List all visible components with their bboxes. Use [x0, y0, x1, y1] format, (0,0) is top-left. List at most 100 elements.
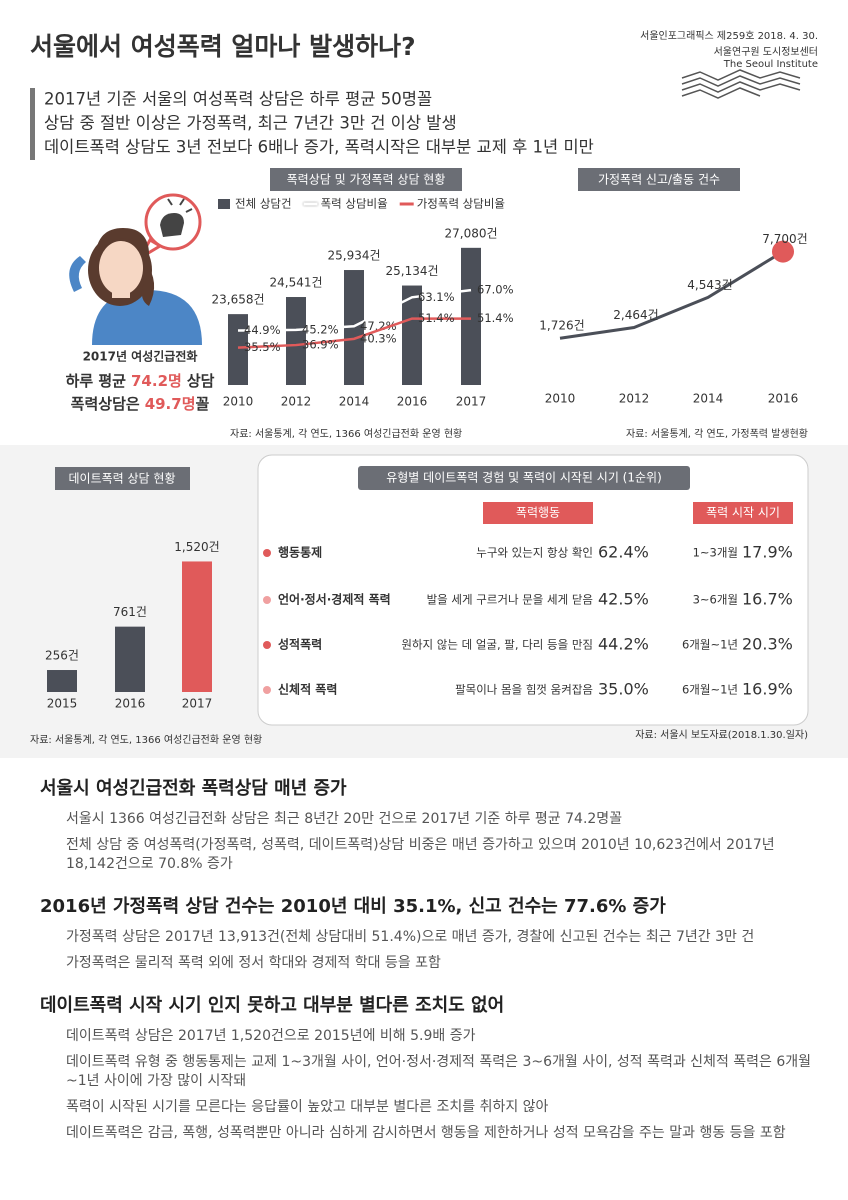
value-label: 47.2%	[360, 319, 397, 333]
hotline-text: 폭력상담은	[71, 395, 140, 413]
period-rate: 16.7%	[742, 590, 793, 609]
behavior: 원하지 않는 데 얼굴, 팔, 다리 등을 만짐	[401, 638, 593, 652]
section-item: 폭력이 시작된 시기를 모른다는 응답률이 높았고 대부분 별다른 조치를 취하…	[66, 1099, 549, 1115]
section-item: 데이트폭력 유형 중 행동통제는 교제 1~3개월 사이, 언어·정서·경제적 …	[66, 1054, 812, 1089]
value-label: 27,080건	[444, 226, 497, 240]
value-label: 44.9%	[244, 323, 281, 337]
line	[237, 317, 471, 349]
value-label: 761건	[113, 605, 147, 619]
value-label: 36.9%	[302, 338, 339, 352]
behavior: 누구와 있는지 항상 확인	[476, 546, 593, 560]
section-item: 전체 상담 중 여성폭력(가정폭력, 성폭력, 데이트폭력)상담 비중은 매년 …	[66, 837, 775, 872]
source: 자료: 서울통계, 각 연도, 1366 여성긴급전화 운영 현황	[30, 734, 262, 746]
issue: 서울인포그래픽스 제259호 2018. 4. 30.	[640, 30, 818, 42]
x-tick-label: 2017	[456, 395, 487, 409]
x-tick-label: 2014	[339, 395, 370, 409]
source: 자료: 서울시 보도자료(2018.1.30.일자)	[635, 729, 808, 741]
marker	[772, 240, 794, 263]
bar	[402, 285, 422, 385]
section-heading: 데이트폭력 시작 시기 인지 못하고 대부분 별다른 조치도 없어	[40, 995, 505, 1016]
bullet	[263, 549, 271, 557]
value-label: 25,934건	[327, 249, 380, 263]
line	[237, 288, 472, 332]
column-header-box	[693, 502, 793, 524]
section-item: 가정폭력은 물리적 폭력 외에 정서 학대와 경제적 학대 등을 포함	[66, 955, 441, 971]
x-tick-label: 2010	[223, 395, 254, 409]
value-label: 1,726건	[539, 319, 584, 333]
source: 자료: 서울통계, 각 연도, 1366 여성긴급전화 운영 현황	[230, 428, 462, 440]
section-heading: 2016년 가정폭력 상담 건수는 2010년 대비 35.1%, 신고 건수는…	[40, 896, 666, 917]
row-type: 행동통제	[278, 545, 322, 560]
value-label: 63.1%	[418, 290, 455, 304]
bar	[228, 314, 248, 385]
hotline-text: 꼴	[196, 395, 210, 413]
infographic: 서울에서 여성폭력 얼마나 발생하나? 서울인포그래픽스 제259호 2018.…	[0, 30, 848, 758]
row-type: 언어·정서·경제적 폭력	[278, 592, 391, 607]
value-label: 7,700건	[762, 232, 807, 246]
summary-line: 2017년 기준 서울의 여성폭력 상담은 하루 평균 50명꼴	[44, 90, 432, 109]
table-title: 유형별 데이트폭력 경험 및 폭력이 시작된 시기 (1순위)	[386, 471, 662, 485]
period-rate: 16.9%	[742, 680, 793, 699]
chart-title: 데이트폭력 상담 현황	[69, 472, 176, 486]
section-item: 데이트폭력은 감금, 폭행, 성폭력뿐만 아니라 심하게 감시하면서 행동을 제…	[66, 1125, 786, 1141]
chart-title: 폭력상담 및 가정폭력 상담 현황	[287, 173, 446, 187]
table-box	[257, 454, 809, 726]
hotline-line: 폭력상담은 49.7명꼴	[71, 395, 210, 413]
text-sections: 서울시 여성긴급전화 폭력상담 매년 증가 서울시 1366 여성긴급전화 상담은…	[40, 770, 815, 1161]
bar	[461, 247, 481, 385]
period: 3~6개월	[693, 593, 738, 607]
title-box	[578, 168, 740, 191]
title-box	[270, 168, 462, 191]
value-label: 51.4%	[418, 311, 455, 325]
value-label: 24,541건	[269, 276, 322, 290]
bar	[182, 561, 212, 692]
title: 서울에서 여성폭력 얼마나 발생하나?	[30, 32, 416, 61]
org-en: The Seoul Institute	[723, 59, 818, 70]
hotline-text: 상담	[187, 372, 215, 390]
value-label: 35.5%	[244, 340, 281, 354]
value-label: 256건	[45, 649, 79, 663]
logo	[681, 69, 801, 99]
illustration	[69, 193, 202, 345]
hotline-line: 하루 평균 74.2명 상담	[66, 372, 215, 390]
section: 2016년 가정폭력 상담 건수는 2010년 대비 35.1%, 신고 건수는…	[40, 892, 815, 973]
legend-label: 가정폭력 상담비율	[417, 197, 505, 211]
x-tick-label: 2010	[545, 392, 576, 406]
behavior: 팔목이나 몸을 힘껏 움켜잡음	[455, 683, 593, 697]
source: 자료: 서울통계, 각 연도, 가정폭력 발생현황	[626, 428, 808, 440]
section-item: 가정폭력 상담은 2017년 13,913건(전체 상담대비 51.4%)으로 …	[66, 929, 755, 945]
period: 1~3개월	[693, 546, 738, 560]
hotline-text: 하루 평균	[66, 372, 127, 390]
summary-bar	[30, 88, 35, 160]
hotline-highlight: 49.7명	[145, 395, 196, 413]
behavior-rate: 42.5%	[598, 590, 649, 609]
summary-line: 상담 중 절반 이상은 가정폭력, 최근 7년간 3만 건 이상 발생	[44, 114, 457, 133]
x-tick-label: 2016	[397, 395, 428, 409]
x-tick-label: 2015	[47, 697, 78, 711]
bullet	[263, 686, 271, 694]
value-label: 2,464건	[613, 308, 658, 322]
period-rate: 20.3%	[742, 635, 793, 654]
row-type: 신체적 폭력	[278, 682, 337, 697]
bar	[47, 670, 77, 692]
hotline-highlight: 74.2명	[131, 372, 182, 390]
x-tick-label: 2012	[281, 395, 312, 409]
line	[559, 250, 784, 340]
legend-swatch	[218, 199, 230, 209]
org: 서울연구원 도시정보센터	[714, 46, 818, 58]
bullet	[263, 596, 271, 604]
legend-label: 전체 상담건	[235, 197, 292, 211]
title-box	[55, 467, 190, 490]
value-label: 23,658건	[211, 293, 264, 307]
section: 서울시 여성긴급전화 폭력상담 매년 증가 서울시 1366 여성긴급전화 상담은…	[40, 774, 815, 874]
row-type: 성적폭력	[278, 637, 322, 652]
chart-title: 가정폭력 신고/출동 건수	[598, 173, 720, 187]
column-header-box	[483, 502, 593, 524]
behavior: 발을 세게 구르거나 문을 세게 닫음	[427, 593, 593, 607]
section-item: 데이트폭력 상담은 2017년 1,520건으로 2015년에 비해 5.9배 …	[66, 1028, 476, 1044]
value-label: 45.2%	[302, 322, 339, 336]
value-label: 1,520건	[174, 540, 219, 554]
behavior-rate: 35.0%	[598, 680, 649, 699]
